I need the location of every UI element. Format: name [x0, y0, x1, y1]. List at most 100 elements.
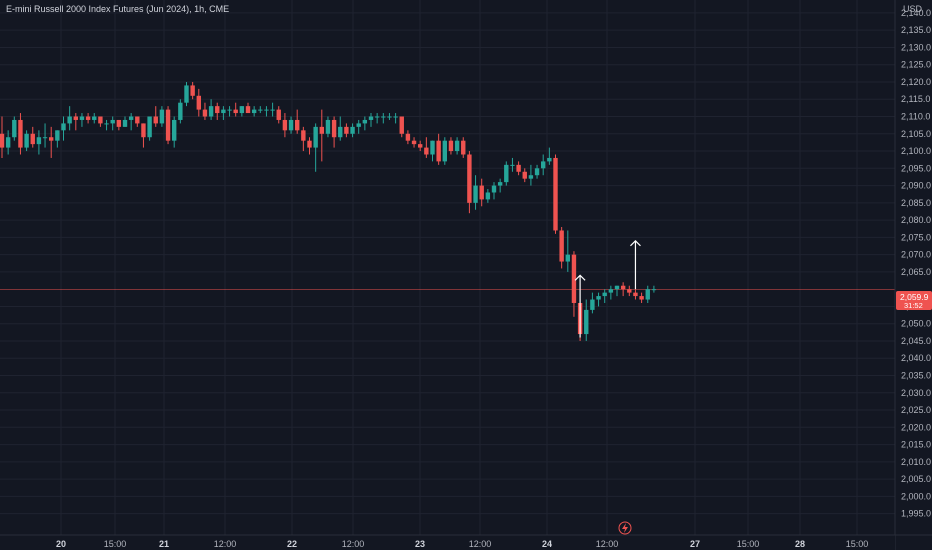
candle — [104, 119, 109, 131]
candle-body — [596, 296, 601, 300]
candle-body — [374, 116, 380, 118]
candle-body — [178, 102, 183, 120]
candle — [128, 113, 134, 131]
price-axis-background[interactable] — [895, 0, 932, 535]
candle-body — [288, 119, 294, 131]
candle — [159, 106, 165, 127]
candle — [504, 161, 509, 186]
arrow-up-annotation[interactable] — [630, 239, 641, 290]
candle — [153, 106, 158, 127]
candle — [264, 106, 269, 117]
candle — [208, 99, 214, 120]
candle — [424, 137, 429, 158]
price-axis[interactable]: 2,140.0 2,135.0 2,130.0 2,125.0 2,120.0 2,115… — [901, 8, 931, 519]
candle-body — [276, 109, 281, 120]
candle-body — [30, 133, 35, 145]
y-tick-label: 2,000.0 — [901, 491, 931, 501]
candle — [172, 116, 177, 148]
candle — [510, 157, 515, 172]
candle-body — [42, 137, 48, 139]
arrow-up-annotation[interactable] — [574, 274, 586, 338]
candle-body — [116, 119, 122, 127]
lightning-icon[interactable] — [618, 521, 632, 535]
candle — [608, 285, 614, 300]
candle-body — [590, 299, 595, 310]
candle-body — [565, 254, 570, 262]
candle-body — [295, 119, 300, 131]
candle — [202, 102, 208, 120]
candle — [602, 289, 607, 303]
candle — [590, 292, 595, 314]
candle-body — [215, 106, 220, 114]
candle-body — [553, 157, 558, 231]
candle-body — [368, 116, 374, 120]
candle-body — [516, 164, 521, 172]
candle — [258, 106, 263, 114]
y-tick-label: 2,100.0 — [901, 146, 931, 156]
candle-body — [196, 95, 201, 110]
candle-body — [547, 157, 552, 162]
candle-body — [128, 116, 134, 120]
candle-body — [92, 116, 97, 120]
candle-body — [393, 116, 398, 118]
candle-body — [251, 109, 257, 114]
candle — [547, 147, 552, 165]
candle — [565, 230, 570, 272]
candle-body — [602, 292, 607, 297]
y-tick-label: 2,020.0 — [901, 422, 931, 432]
x-tick-label: 21 — [159, 539, 169, 549]
candle — [319, 109, 324, 162]
candles — [0, 81, 657, 341]
candle-body — [282, 119, 288, 131]
candle-body — [651, 289, 657, 291]
candle — [338, 116, 343, 141]
candle — [485, 189, 491, 203]
candle-body — [325, 119, 331, 134]
candle-body — [55, 130, 60, 141]
time-axis[interactable]: 20 15:00 21 12:00 22 12:00 23 12:00 24 12:00 27 15:… — [56, 539, 868, 549]
candle-body — [73, 116, 78, 120]
candle — [362, 116, 368, 131]
price-tag-box — [896, 291, 932, 310]
candle-body — [264, 109, 269, 111]
candle — [85, 113, 91, 124]
candle-body — [227, 109, 232, 111]
time-axis-background[interactable] — [0, 535, 895, 550]
price-tag: 2,059.9 31:52 — [896, 291, 932, 310]
candle-body — [307, 140, 312, 148]
candle — [55, 130, 60, 148]
candle — [270, 102, 275, 117]
y-tick-label: 2,065.0 — [901, 267, 931, 277]
chart-title: E-mini Russell 2000 Index Futures (Jun 2… — [6, 4, 230, 14]
candle — [374, 113, 380, 124]
candle — [393, 113, 398, 124]
candle — [239, 106, 245, 117]
annotations — [574, 239, 641, 338]
candle-body — [85, 116, 91, 120]
currency-label[interactable]: USD — [903, 4, 923, 14]
candle-body — [534, 168, 540, 176]
price-tag-countdown: 31:52 — [904, 301, 923, 310]
x-tick-label: 12:00 — [596, 539, 619, 549]
candle-body — [344, 126, 349, 134]
y-tick-label: 2,085.0 — [901, 198, 931, 208]
candle-body — [448, 140, 454, 152]
candle-body — [258, 109, 263, 111]
candle — [418, 140, 423, 152]
arrow-head — [630, 239, 641, 247]
y-tick-label: 2,095.0 — [901, 163, 931, 173]
x-tick-label: 12:00 — [469, 539, 492, 549]
candle-body — [491, 185, 497, 193]
candle-body — [61, 123, 66, 131]
candle — [276, 106, 281, 124]
candle — [454, 137, 460, 155]
price-tag-value: 2,059.9 — [900, 292, 929, 302]
candle — [559, 227, 564, 269]
candle-body — [405, 133, 411, 141]
y-tick-label: 2,040.0 — [901, 353, 931, 363]
candle — [116, 119, 122, 131]
candle — [497, 178, 503, 193]
y-tick-label: 2,030.0 — [901, 388, 931, 398]
